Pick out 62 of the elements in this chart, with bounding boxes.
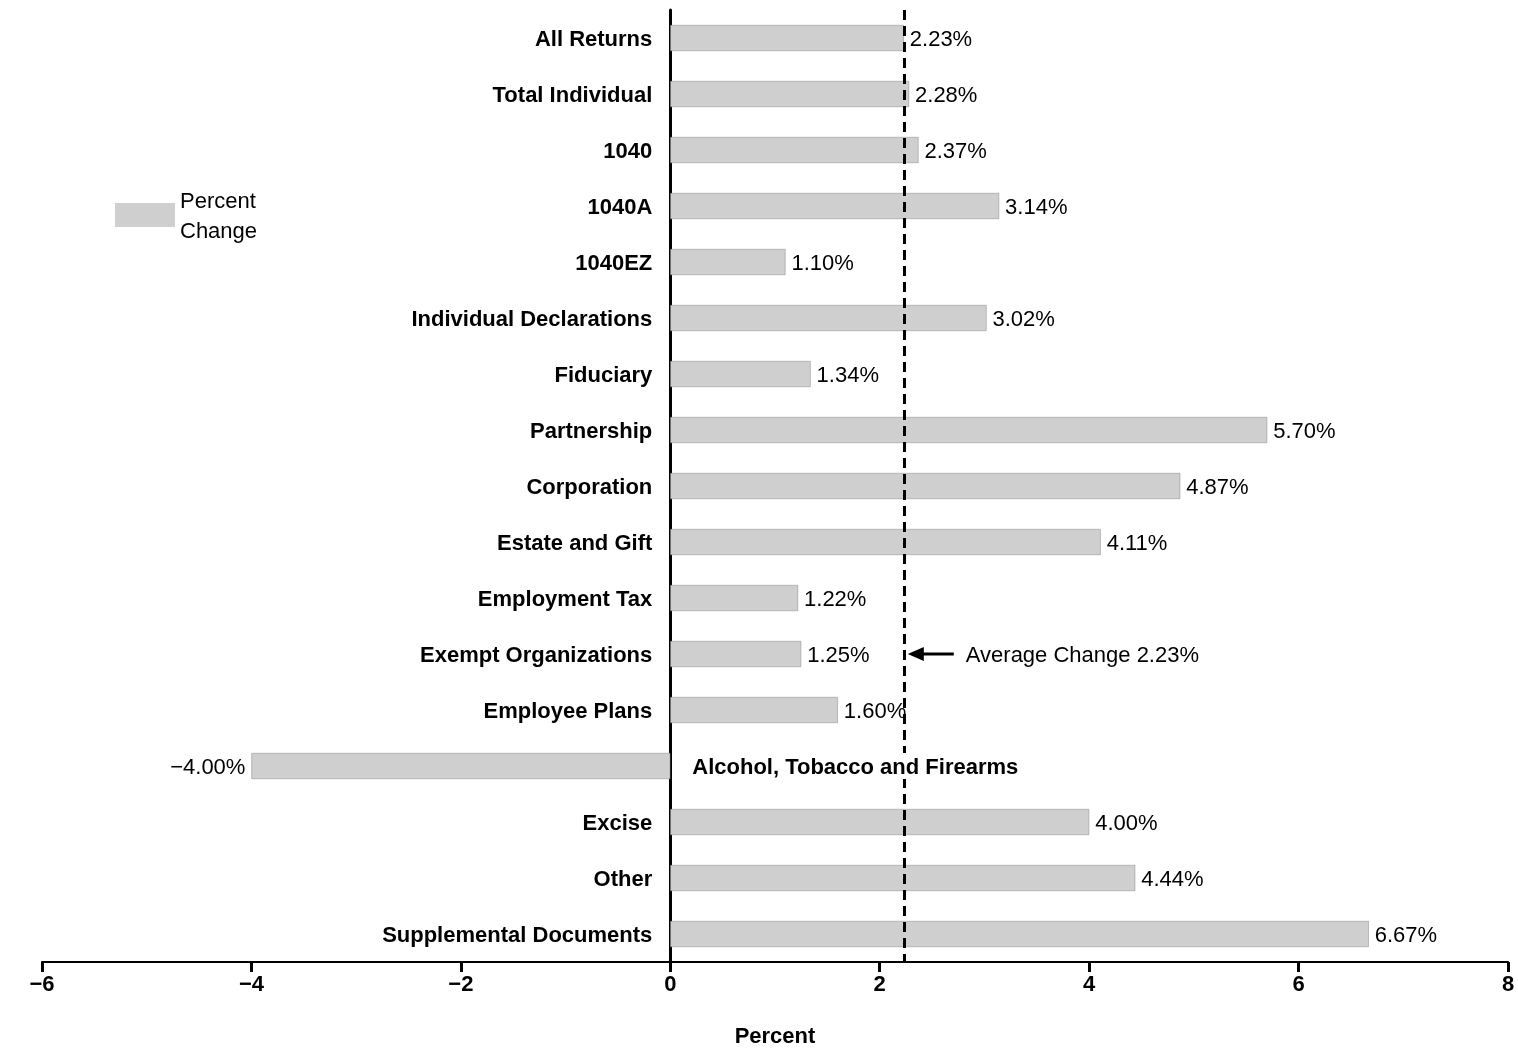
bar	[670, 193, 1000, 219]
x-tick-label: −4	[238, 970, 265, 996]
bar	[670, 921, 1369, 947]
bar	[670, 473, 1181, 499]
y-tick-label: Estate and Gift	[497, 529, 653, 555]
bar	[670, 417, 1268, 443]
y-tick-label: Excise	[582, 809, 653, 835]
bar	[670, 305, 987, 331]
data-label: 1.60%	[843, 697, 907, 723]
x-tick-label: 8	[1501, 970, 1515, 996]
data-label: 6.67%	[1374, 921, 1438, 947]
y-tick-label: Fiduciary	[554, 361, 654, 387]
x-tick-label: −2	[448, 970, 474, 996]
bar	[670, 809, 1090, 835]
bar	[670, 865, 1136, 891]
data-label: 3.14%	[1005, 193, 1068, 219]
data-label: 5.70%	[1273, 417, 1336, 443]
x-tick-label: 4	[1083, 970, 1097, 996]
bar	[670, 249, 786, 275]
bar	[670, 529, 1101, 555]
data-label: 3.02%	[992, 305, 1055, 331]
y-tick-label: Other	[593, 865, 653, 891]
y-tick-label: Supplemental Documents	[382, 921, 653, 947]
y-tick-label: Partnership	[530, 417, 653, 443]
y-tick-label: 1040	[603, 137, 653, 163]
ref-line-label: Average Change 2.23%	[965, 641, 1200, 667]
bar	[670, 361, 811, 387]
data-label: −4.00%	[170, 753, 246, 779]
data-label: 2.37%	[924, 137, 987, 163]
x-tick-label: 2	[873, 970, 886, 996]
y-tick-label: Corporation	[526, 473, 653, 499]
data-label: 4.44%	[1141, 865, 1204, 891]
x-tick-label: 6	[1292, 970, 1305, 996]
bar	[670, 641, 802, 667]
data-label: 1.10%	[791, 249, 854, 275]
data-label: 4.00%	[1095, 809, 1158, 835]
y-tick-label: Individual Declarations	[411, 305, 653, 331]
data-label: 1.25%	[807, 641, 870, 667]
y-tick-label: Alcohol, Tobacco and Firearms	[692, 753, 1019, 779]
legend-label: Percent Change	[180, 187, 262, 243]
bar	[670, 137, 919, 163]
y-tick-label: Total Individual	[492, 81, 653, 107]
y-tick-label: 1040EZ	[575, 249, 653, 275]
y-tick-label: Employee Plans	[483, 697, 653, 723]
data-label: 1.22%	[804, 585, 867, 611]
y-tick-label: Employment Tax	[477, 585, 654, 611]
x-tick-label: −6	[29, 970, 55, 996]
bar	[670, 81, 910, 107]
bar	[670, 697, 838, 723]
bar	[670, 25, 904, 51]
data-label: 1.34%	[816, 361, 879, 387]
x-axis-title: Percent	[734, 1022, 817, 1048]
data-label: 4.87%	[1186, 473, 1249, 499]
data-label: 2.23%	[909, 25, 973, 51]
y-tick-label: 1040A	[587, 193, 653, 219]
y-tick-label: All Returns	[534, 25, 653, 51]
bar	[670, 585, 799, 611]
y-tick-label: Exempt Organizations	[420, 641, 653, 667]
data-label: 2.28%	[915, 81, 978, 107]
data-label: 4.11%	[1106, 529, 1168, 555]
bar	[251, 753, 671, 779]
x-tick-label: 0	[664, 970, 677, 996]
